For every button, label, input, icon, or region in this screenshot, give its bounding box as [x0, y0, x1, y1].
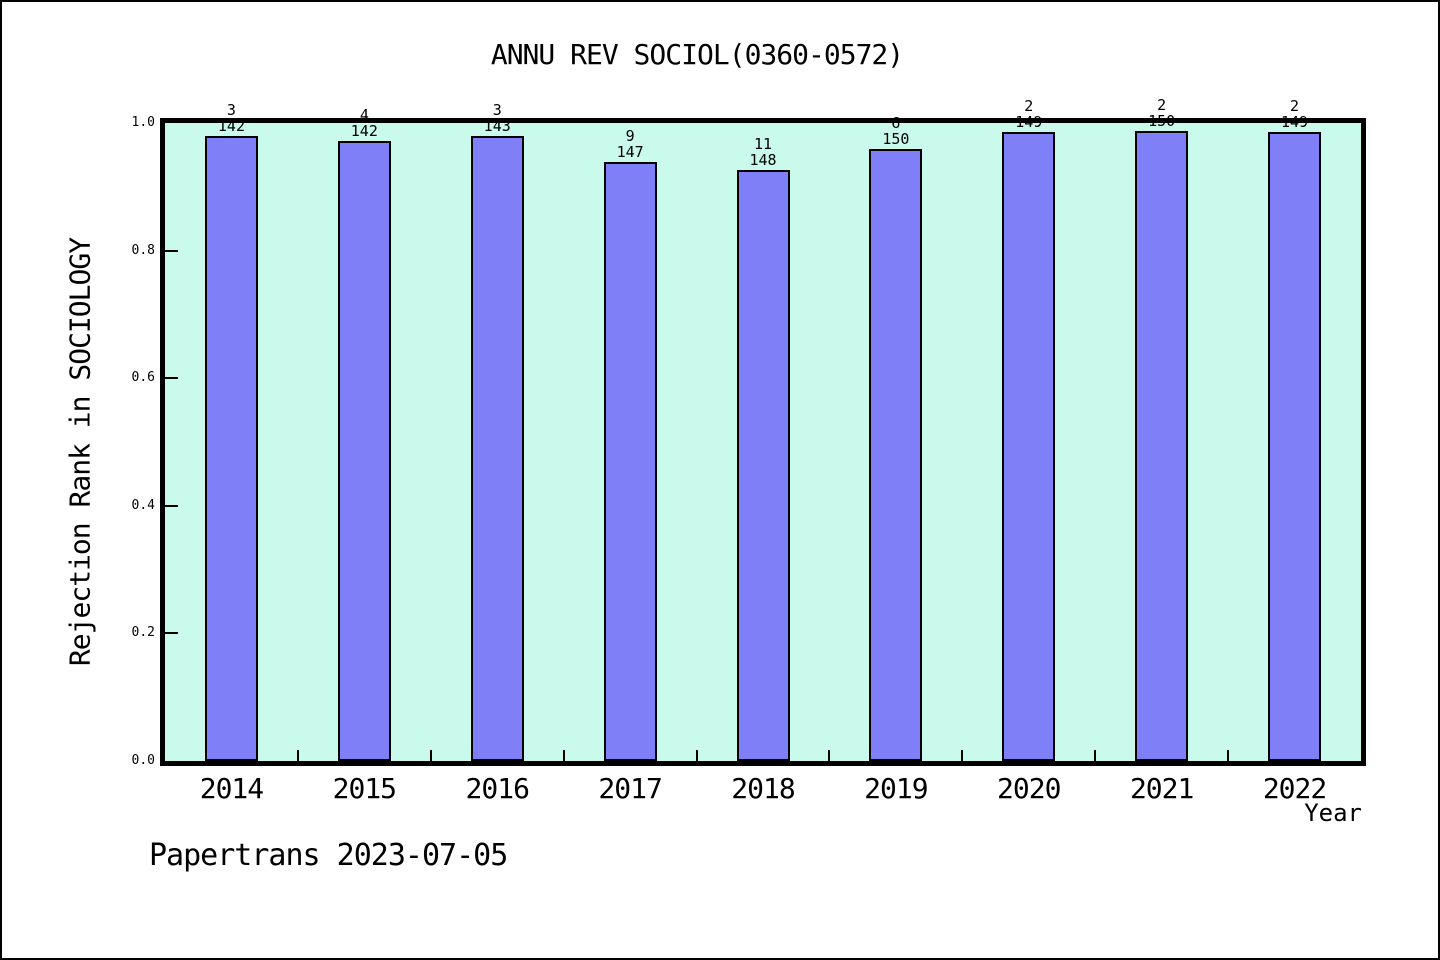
bar-2017	[603, 162, 657, 761]
bar-value-label-2021: 2 150	[1117, 97, 1207, 129]
x-tick-mark	[429, 750, 432, 761]
x-tick-mark	[296, 750, 299, 761]
x-tick-label-2020: 2020	[997, 772, 1061, 805]
chart-title: ANNU REV SOCIOL(0360-0572)	[490, 38, 904, 71]
x-tick-label-2019: 2019	[864, 772, 928, 805]
plot-area: 3 142 4 142 3 143 9 147 11 148 6 150 2 149 2 150 2 149	[160, 97, 1366, 766]
y-tick-mark	[165, 249, 178, 252]
y-axis-title: Rejection Rank in SOCIOLOGY	[63, 237, 97, 667]
bar-2018	[736, 170, 790, 761]
bar-value-label-2018: 11 148	[718, 136, 808, 168]
bar-label-denominator: 148	[749, 151, 777, 169]
bar-label-numerator: 2	[1024, 97, 1034, 115]
x-tick-mark	[961, 750, 964, 761]
x-tick-mark	[1094, 750, 1097, 761]
footer-text: Papertrans 2023-07-05	[149, 838, 508, 873]
bar-label-numerator: 3	[492, 101, 502, 119]
bar-value-label-2020: 2 149	[984, 98, 1074, 130]
x-tick-label-2021: 2021	[1129, 772, 1194, 805]
x-tick-label-2017: 2017	[598, 772, 662, 805]
x-tick-label-2018: 2018	[731, 772, 795, 805]
bar-label-numerator: 2	[1157, 96, 1167, 114]
y-tick-mark	[165, 504, 178, 507]
bar-2019	[869, 149, 923, 761]
x-tick-label-2016: 2016	[465, 772, 530, 805]
y-tick-label-0.8: 0.8	[131, 242, 155, 258]
bar-label-denominator: 149	[1281, 113, 1309, 131]
y-tick-label-0.4: 0.4	[131, 497, 155, 513]
bar-label-denominator: 142	[350, 122, 378, 140]
bar-label-numerator: 11	[753, 135, 773, 153]
bar-value-label-2016: 3 143	[452, 102, 542, 134]
y-tick-mark	[165, 377, 178, 380]
bar-2022	[1268, 132, 1322, 761]
x-tick-mark	[695, 750, 698, 761]
x-tick-label-2015: 2015	[332, 772, 397, 805]
bar-label-denominator: 150	[1148, 112, 1176, 130]
bar-label-denominator: 150	[882, 130, 910, 148]
x-tick-mark	[562, 750, 565, 761]
bar-label-numerator: 4	[359, 106, 369, 124]
bar-label-denominator: 142	[217, 117, 245, 135]
x-axis-title: Year	[1304, 799, 1362, 827]
x-tick-label-2014: 2014	[199, 772, 264, 805]
bar-2021	[1135, 131, 1189, 761]
y-tick-label-0.0: 0.0	[131, 753, 155, 768]
bar-value-label-2015: 4 142	[319, 107, 409, 139]
x-tick-label-2022: 2022	[1262, 772, 1327, 805]
bar-value-label-2022: 2 149	[1250, 98, 1340, 130]
bar-value-label-2017: 9 147	[585, 128, 675, 160]
bar-label-numerator: 2	[1290, 97, 1300, 115]
y-tick-label-0.2: 0.2	[131, 625, 155, 641]
bar-label-denominator: 149	[1015, 113, 1043, 131]
plot-inner-area: 3 142 4 142 3 143 9 147 11 148 6 150 2 149 2 150 2 149	[165, 97, 1361, 761]
bar-value-label-2014: 3 142	[186, 102, 276, 134]
x-tick-mark	[1227, 750, 1230, 761]
bar-label-denominator: 147	[616, 143, 644, 161]
y-tick-label-1.0: 1.0	[131, 115, 155, 130]
bar-label-numerator: 3	[226, 101, 236, 119]
bar-value-label-2019: 6 150	[851, 115, 941, 147]
bar-label-denominator: 143	[483, 117, 511, 135]
bar-label-numerator: 9	[625, 127, 635, 145]
bar-2020	[1002, 132, 1056, 761]
y-tick-label-0.6: 0.6	[131, 370, 155, 386]
bar-label-numerator: 6	[891, 114, 901, 132]
bar-2014	[204, 136, 258, 761]
x-tick-mark	[828, 750, 831, 761]
bar-2016	[470, 136, 524, 761]
bar-2015	[337, 141, 391, 761]
y-tick-mark	[165, 632, 178, 635]
